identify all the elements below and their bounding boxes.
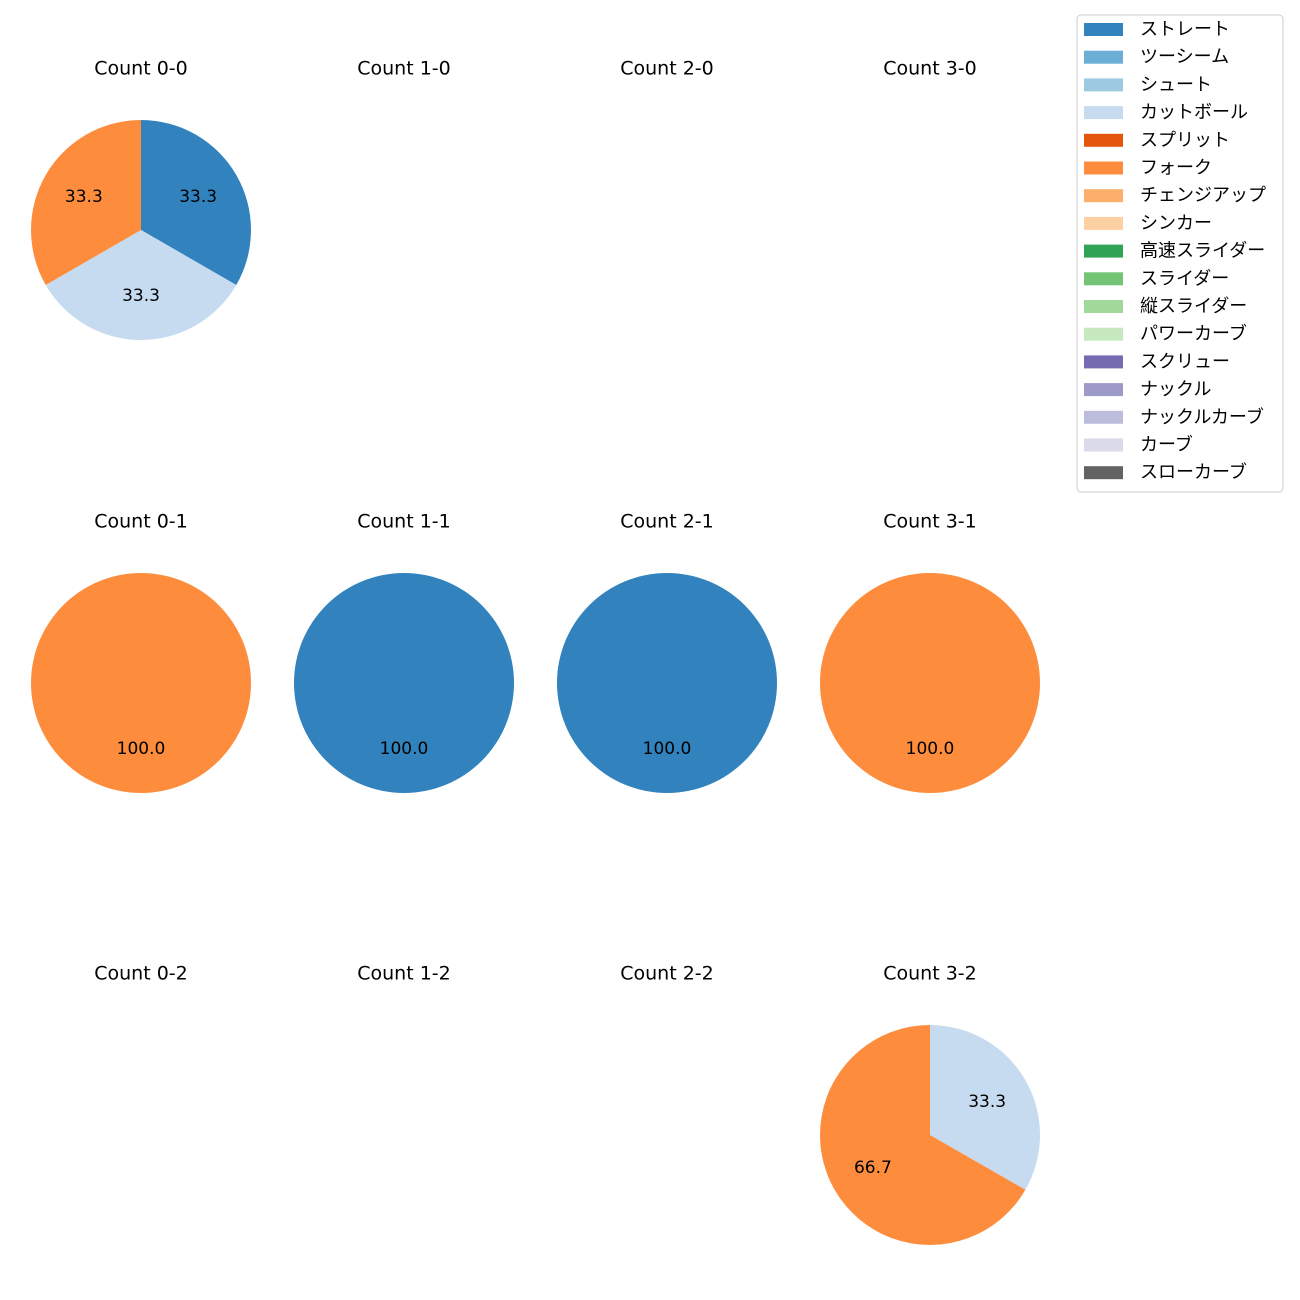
- legend-swatch: [1084, 161, 1123, 175]
- pie-slice: [930, 1025, 1040, 1190]
- pie-slice: [31, 120, 142, 285]
- legend-label: フォーク: [1140, 158, 1212, 179]
- legend-swatch: [1084, 466, 1123, 480]
- legend-label: スプリット: [1140, 130, 1230, 151]
- panel-title: Count 1-0: [357, 58, 451, 80]
- pie-panel: Count 3-1 100.0: [820, 511, 1040, 793]
- legend-swatch: [1084, 244, 1123, 258]
- panel-title: Count 3-2: [883, 963, 977, 985]
- legend-swatch: [1084, 133, 1123, 147]
- slice-label: 100.0: [117, 739, 166, 759]
- panel-title: Count 3-0: [883, 58, 977, 80]
- legend-label: スライダー: [1140, 268, 1229, 289]
- panel-title: Count 1-1: [357, 511, 451, 533]
- pie-panel: Count 2-2: [620, 963, 714, 985]
- legend-label: ナックルカーブ: [1140, 406, 1264, 428]
- legend-swatch: [1084, 78, 1123, 92]
- pie-slice: [820, 573, 1040, 793]
- legend-label: パワーカーブ: [1140, 323, 1247, 345]
- pie-slice: [557, 573, 777, 793]
- legend-frame: [1076, 14, 1284, 493]
- pie-panel: Count 2-0: [620, 58, 714, 80]
- legend-swatch: [1084, 272, 1123, 286]
- pie-panel: Count 1-1 100.0: [294, 511, 514, 793]
- panel-title: Count 0-0: [94, 58, 188, 80]
- legend-label: 高速スライダー: [1140, 241, 1265, 262]
- legend-swatch: [1084, 189, 1123, 203]
- panel-title: Count 3-1: [883, 511, 977, 533]
- legend-swatch: [1084, 23, 1123, 36]
- legend-swatch: [1084, 438, 1123, 452]
- pie-panel: Count 2-1 100.0: [557, 511, 777, 793]
- pie-panel: Count 3-2 33.3 66.7: [820, 963, 1040, 1245]
- legend-label: シンカー: [1140, 213, 1212, 234]
- panel-title: Count 0-1: [94, 511, 188, 533]
- panel-title: Count 0-2: [94, 963, 188, 985]
- legend-swatch: [1084, 327, 1123, 341]
- legend-label: シュート: [1140, 74, 1212, 95]
- pie-panel: Count 0-2: [94, 963, 188, 985]
- panel-title: Count 2-0: [620, 58, 714, 80]
- legend-label: ナックル: [1140, 379, 1211, 400]
- slice-label: 33.3: [65, 187, 103, 207]
- legend-swatch: [1084, 410, 1123, 424]
- legend-swatch: [1084, 106, 1123, 120]
- pie-slice: [141, 120, 251, 285]
- legend-label: チェンジアップ: [1140, 185, 1266, 206]
- legend-label: スローカーブ: [1140, 461, 1247, 483]
- legend-swatch: [1084, 50, 1123, 64]
- pie-panel: Count 0-0 33.3 33.3 33.3: [31, 58, 251, 340]
- legend-swatch: [1084, 300, 1123, 313]
- legend-label: 縦スライダー: [1140, 296, 1247, 317]
- pie-slice: [31, 573, 251, 793]
- pie-panel: Count 1-0: [357, 58, 451, 80]
- legend-swatch: [1084, 383, 1123, 397]
- legend-label: カーブ: [1140, 434, 1193, 456]
- legend-swatch: [1084, 355, 1123, 369]
- legend-label: カットボール: [1140, 102, 1248, 123]
- pie-slice: [820, 1025, 1026, 1245]
- legend-label: ツーシーム: [1140, 47, 1229, 68]
- slice-label: 33.3: [179, 187, 217, 207]
- pie-panel: Count 1-2: [357, 963, 451, 985]
- pie-panel: Count 0-1 100.0: [31, 511, 251, 793]
- panel-title: Count 2-2: [620, 963, 714, 985]
- pie-slice: [45, 230, 237, 340]
- legend-label: ストレート: [1140, 19, 1230, 40]
- slice-label: 100.0: [906, 739, 955, 759]
- legend: ストレートツーシームシュートカットボールスプリットフォークチェンジアップシンカー…: [1076, 14, 1284, 493]
- pie-slice: [294, 573, 514, 793]
- slice-label: 100.0: [643, 739, 692, 759]
- slice-label: 33.3: [968, 1092, 1006, 1112]
- pie-panel: Count 3-0: [883, 58, 977, 80]
- slice-label: 33.3: [122, 286, 160, 306]
- slice-label: 66.7: [854, 1158, 892, 1178]
- legend-label: スクリュー: [1140, 351, 1230, 372]
- legend-swatch: [1084, 216, 1123, 230]
- panel-title: Count 2-1: [620, 511, 714, 533]
- panel-title: Count 1-2: [357, 963, 451, 985]
- slice-label: 100.0: [380, 739, 429, 759]
